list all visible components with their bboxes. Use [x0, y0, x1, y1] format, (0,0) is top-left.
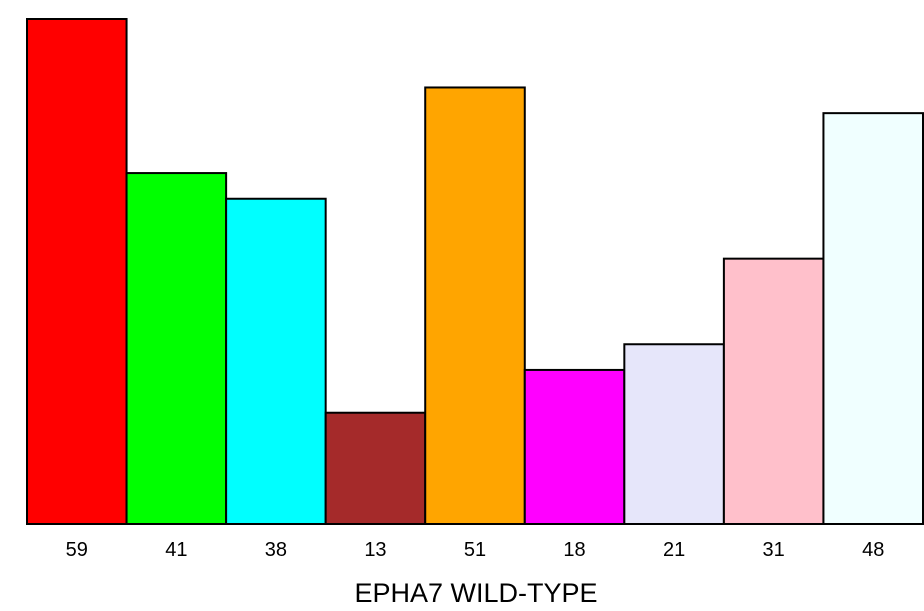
bar-18	[523, 368, 626, 525]
bar-21	[623, 343, 725, 525]
bar-48	[822, 112, 924, 526]
x-axis-title: EPHA7 WILD-TYPE	[354, 578, 597, 608]
x-tick-label-38: 38	[265, 539, 287, 561]
x-tick-label-59: 59	[66, 539, 88, 561]
bar-38	[225, 197, 327, 525]
x-tick-label-18: 18	[563, 539, 585, 561]
x-tick-label-13: 13	[364, 539, 386, 561]
bar-13	[324, 411, 427, 526]
bars-group	[26, 18, 924, 526]
x-tick-label-41: 41	[165, 539, 187, 561]
x-tick-label-31: 31	[763, 539, 785, 561]
bar-59	[26, 18, 128, 525]
bar-51	[424, 86, 526, 525]
x-tick-label-48: 48	[862, 539, 884, 561]
x-tick-label-21: 21	[663, 539, 685, 561]
x-tick-labels: 59 41 38 13 51 18 21 31 48	[66, 539, 885, 561]
bar-31	[722, 257, 825, 525]
bar-41	[125, 172, 228, 525]
x-tick-label-51: 51	[464, 539, 486, 561]
